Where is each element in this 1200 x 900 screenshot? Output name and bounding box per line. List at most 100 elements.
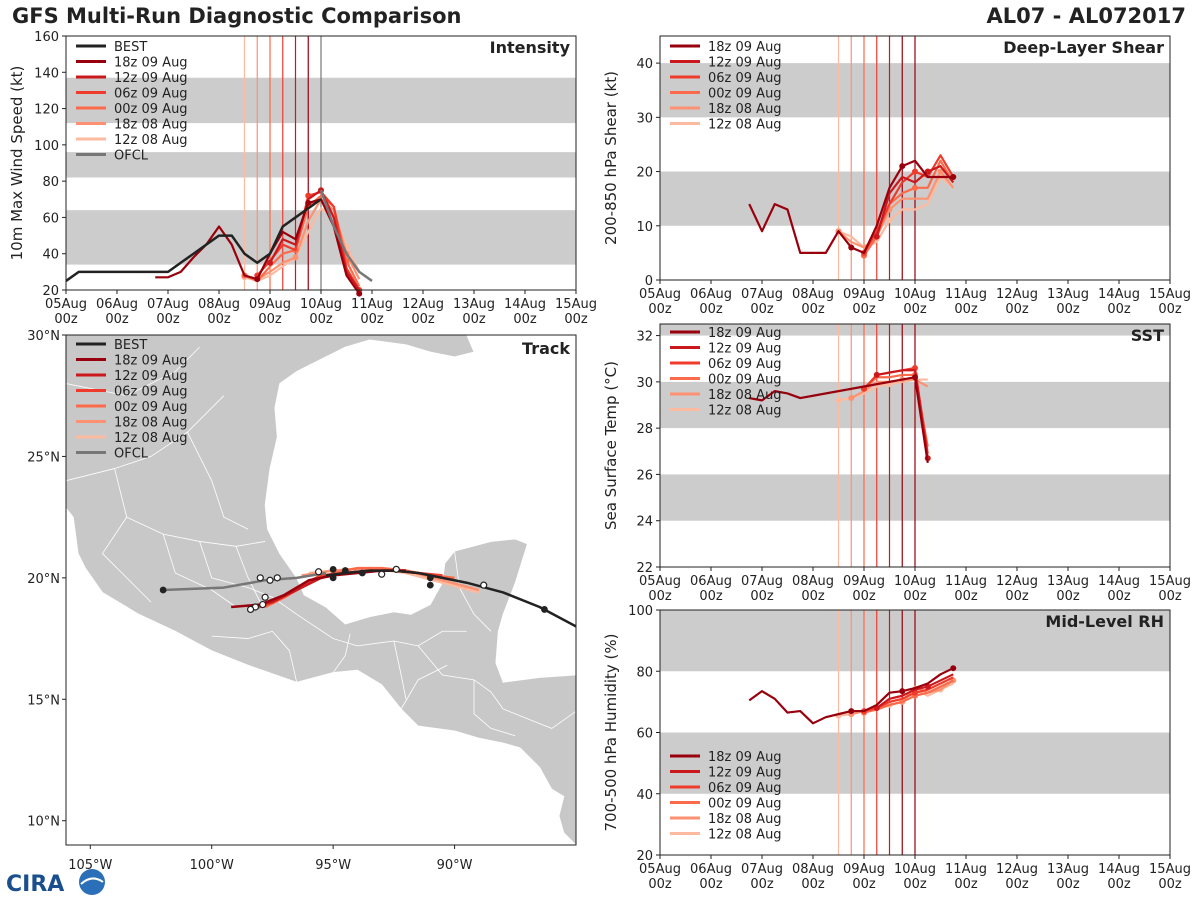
track-map — [66, 335, 576, 845]
rh-xtick-label: 14Aug — [1098, 862, 1140, 877]
intensity-ytick-label: 120 — [34, 103, 59, 118]
rh-xtick-label: 08Aug — [792, 862, 834, 877]
shear-ytick-label: 20 — [636, 166, 653, 181]
intensity-xtick-label: 00z — [156, 312, 180, 327]
logo-text: CIRA — [6, 872, 64, 897]
track-point-open — [273, 574, 281, 582]
sst-xtick-label: 00z — [852, 589, 876, 604]
rh-xtick-label: 00z — [750, 877, 774, 892]
track-legend-label: 12z 09 Aug — [114, 369, 188, 384]
cira-logo: CIRA — [6, 869, 105, 897]
rh-ytick-label: 80 — [636, 665, 653, 680]
sst-series-point — [873, 371, 880, 378]
rh-legend-label: 00z 09 Aug — [708, 797, 782, 812]
shear-ytick-label: 0 — [645, 274, 653, 289]
intensity-legend-label: 18z 08 Aug — [114, 118, 188, 133]
state-border — [211, 630, 298, 683]
track-legend-label: OFCL — [114, 447, 149, 462]
sst-legend-label: 00z 09 Aug — [708, 373, 782, 388]
intensity-xtick-label: 15Aug — [555, 297, 597, 312]
sst-series-point — [912, 374, 918, 381]
intensity-xtick-label: 08Aug — [198, 297, 240, 312]
shear-legend-label: 18z 09 Aug — [708, 40, 782, 55]
sst-xtick-label: 08Aug — [792, 574, 834, 589]
intensity-legend-label: OFCL — [114, 149, 149, 164]
shear-ytick-label: 10 — [636, 220, 653, 235]
sst-xtick-label: 00z — [1158, 589, 1182, 604]
track-point-open — [392, 565, 400, 573]
sst-legend-label: 06z 09 Aug — [708, 357, 782, 372]
track-ytick-label: 25°N — [27, 450, 60, 465]
rh-series-line — [876, 673, 954, 709]
rh-ylabel: 700-500 hPa Humidity (%) — [602, 633, 620, 831]
state-border — [393, 640, 407, 700]
sst-xtick-label: 09Aug — [843, 574, 885, 589]
intensity-series-line — [269, 189, 361, 291]
track-point-open — [256, 574, 264, 582]
shear-series-line — [838, 175, 954, 249]
rh-panel: 2040608010005Aug00z06Aug00z07Aug00z08Aug… — [602, 604, 1191, 892]
track-legend-label: BEST — [114, 338, 147, 353]
track-legend-label: 06z 09 Aug — [114, 385, 188, 400]
shear-xtick-label: 00z — [1005, 302, 1029, 317]
sst-ytick-label: 22 — [636, 561, 653, 576]
state-border — [400, 664, 448, 710]
shear-series-point — [924, 168, 931, 175]
shear-title: Deep-Layer Shear — [1003, 38, 1164, 57]
shear-panel: 01020304005Aug00z06Aug00z07Aug00z08Aug00… — [602, 35, 1191, 317]
intensity-ytick-label: 100 — [34, 139, 59, 154]
rh-ytick-label: 100 — [628, 604, 653, 619]
sst-xtick-label: 13Aug — [1047, 574, 1089, 589]
shear-legend-label: 18z 08 Aug — [708, 102, 782, 117]
intensity-xtick-label: 07Aug — [147, 297, 189, 312]
track-legend-label: 00z 09 Aug — [114, 400, 188, 415]
intensity-legend-label: BEST — [114, 40, 147, 55]
sst-xtick-label: 12Aug — [996, 574, 1038, 589]
sst-legend-label: 12z 08 Aug — [708, 404, 782, 419]
sst-xtick-label: 00z — [1056, 589, 1080, 604]
intensity-ytick-label: 140 — [34, 66, 59, 81]
intensity-xtick-label: 06Aug — [96, 297, 138, 312]
intensity-series-line — [319, 189, 373, 282]
sst-xtick-label: 06Aug — [690, 574, 732, 589]
intensity-legend-label: 06z 09 Aug — [114, 87, 188, 102]
track-xtick-label: 90°W — [437, 858, 473, 873]
sst-ylabel: Sea Surface Temp (°C) — [602, 361, 620, 530]
track-point-open — [259, 600, 267, 609]
sst-xtick-label: 00z — [801, 589, 825, 604]
shear-xtick-label: 00z — [903, 302, 927, 317]
intensity-series-line — [65, 198, 322, 282]
rh-xtick-label: 00z — [1056, 877, 1080, 892]
rh-series-point — [848, 708, 855, 715]
sst-xtick-label: 10Aug — [894, 574, 936, 589]
sst-ytick-label: 24 — [636, 515, 653, 530]
intensity-legend-label: 00z 09 Aug — [114, 102, 188, 117]
shear-xtick-label: 11Aug — [945, 287, 987, 302]
sst-ytick-label: 26 — [636, 468, 653, 483]
intensity-legend-label: 12z 08 Aug — [114, 133, 188, 148]
state-border — [187, 431, 249, 530]
shear-ytick-label: 30 — [636, 111, 653, 126]
intensity-xtick-label: 12Aug — [402, 297, 444, 312]
intensity-xtick-label: 10Aug — [300, 297, 342, 312]
rh-xtick-label: 07Aug — [741, 862, 783, 877]
track-frame — [65, 334, 577, 846]
state-border — [101, 516, 152, 603]
track-point-open — [480, 581, 488, 589]
intensity-title: Intensity — [490, 38, 571, 57]
track-xtick-label: 100°W — [190, 858, 234, 873]
shear-xtick-label: 00z — [954, 302, 978, 317]
rh-xtick-label: 00z — [648, 877, 672, 892]
shear-series-point — [873, 233, 880, 240]
intensity-panel: 2040608010012014016005Aug00z06Aug00z07Au… — [8, 30, 597, 327]
land-mass — [66, 335, 576, 845]
rh-ytick-label: 60 — [636, 727, 653, 742]
rh-title: Mid-Level RH — [1045, 612, 1164, 631]
sst-xtick-label: 00z — [954, 589, 978, 604]
track-ytick-label: 15°N — [27, 693, 60, 708]
intensity-xtick-label: 11Aug — [351, 297, 393, 312]
intensity-xtick-label: 00z — [360, 312, 384, 327]
intensity-xtick-label: 00z — [513, 312, 537, 327]
shear-xtick-label: 10Aug — [894, 287, 936, 302]
